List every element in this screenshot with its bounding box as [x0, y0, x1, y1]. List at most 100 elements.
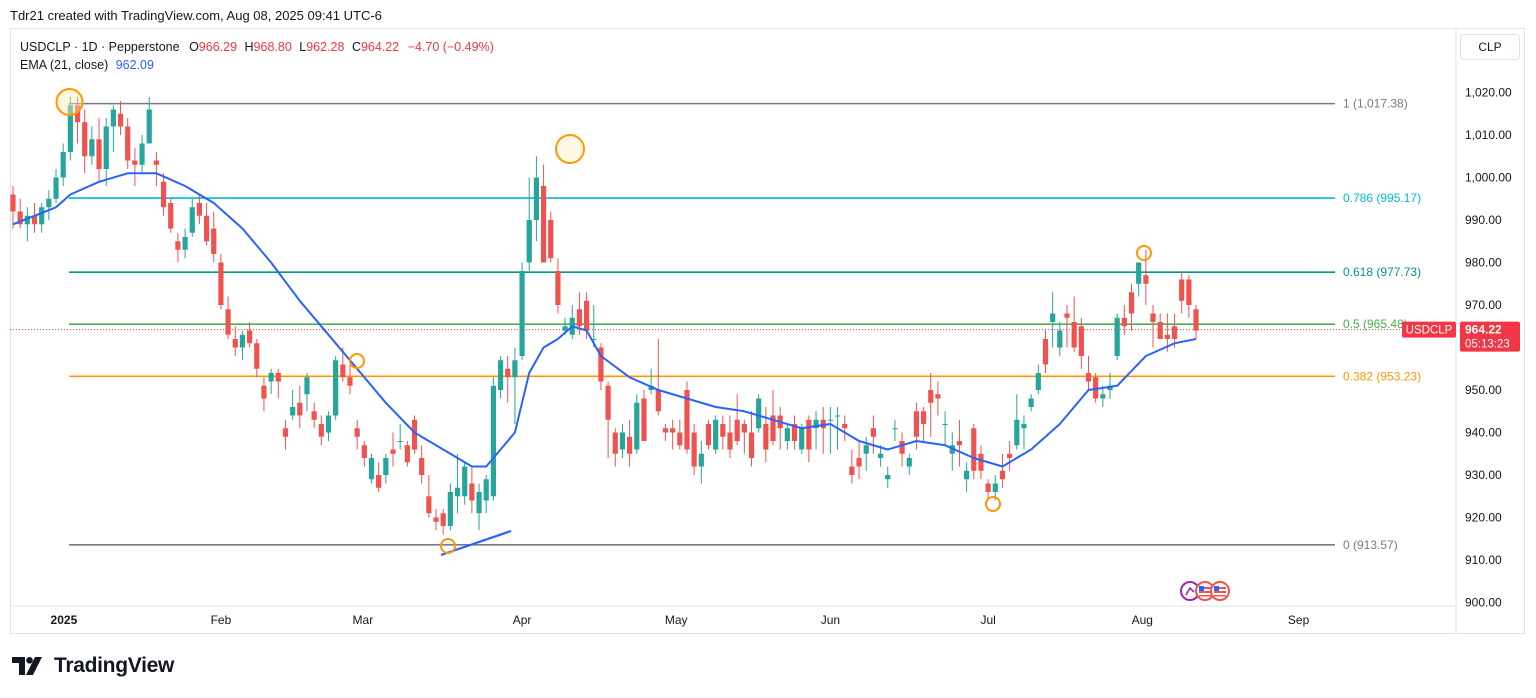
candle[interactable]: [928, 373, 934, 437]
candle[interactable]: [670, 419, 676, 450]
candle[interactable]: [591, 305, 597, 348]
candle[interactable]: [813, 411, 819, 450]
candle[interactable]: [182, 228, 188, 259]
candle[interactable]: [1136, 262, 1142, 297]
candle[interactable]: [196, 194, 203, 225]
candle[interactable]: [110, 105, 116, 152]
candle[interactable]: [619, 424, 626, 458]
legend-row-ema[interactable]: EMA (21, close) 962.09: [20, 56, 494, 74]
candle[interactable]: [433, 509, 439, 531]
candle[interactable]: [1021, 415, 1027, 450]
candle[interactable]: [713, 415, 719, 454]
candle[interactable]: [920, 407, 927, 441]
candle[interactable]: [17, 198, 23, 229]
candle[interactable]: [512, 347, 518, 425]
candle[interactable]: [211, 211, 217, 263]
candle[interactable]: [10, 186, 16, 229]
candle[interactable]: [956, 419, 963, 467]
candle[interactable]: [569, 305, 575, 339]
candle[interactable]: [304, 373, 310, 412]
candle[interactable]: [490, 377, 496, 501]
candle[interactable]: [698, 441, 704, 484]
candle[interactable]: [132, 147, 138, 186]
candle[interactable]: [325, 411, 332, 441]
candle[interactable]: [1078, 317, 1084, 369]
candle[interactable]: [404, 441, 410, 467]
candle[interactable]: [483, 475, 489, 514]
candle[interactable]: [1085, 356, 1092, 390]
candle[interactable]: [1042, 330, 1049, 374]
candle[interactable]: [1179, 271, 1185, 314]
candle[interactable]: [612, 428, 618, 467]
candle[interactable]: [892, 419, 898, 441]
candle[interactable]: [125, 118, 131, 169]
circle-marker[interactable]: [985, 496, 1001, 512]
candle[interactable]: [254, 339, 260, 378]
candle[interactable]: [268, 368, 274, 395]
candle[interactable]: [225, 296, 231, 340]
candle[interactable]: [103, 118, 109, 186]
candle[interactable]: [791, 415, 798, 450]
candle[interactable]: [648, 368, 654, 395]
candle[interactable]: [999, 453, 1006, 488]
candle[interactable]: [555, 258, 561, 314]
candle[interactable]: [763, 407, 769, 463]
candle[interactable]: [978, 445, 984, 480]
candle[interactable]: [447, 483, 453, 531]
candle[interactable]: [411, 415, 418, 454]
candle[interactable]: [748, 411, 755, 467]
candle[interactable]: [203, 203, 210, 246]
candle[interactable]: [1193, 305, 1199, 339]
candle[interactable]: [311, 402, 317, 429]
candle[interactable]: [877, 445, 884, 467]
currency-button[interactable]: CLP: [1460, 34, 1520, 60]
candle[interactable]: [1171, 313, 1178, 348]
candle[interactable]: [290, 390, 296, 420]
candle[interactable]: [734, 394, 740, 446]
chart-frame[interactable]: [10, 28, 1525, 634]
candle[interactable]: [1093, 373, 1099, 403]
candle[interactable]: [89, 126, 95, 165]
candle[interactable]: [641, 390, 647, 441]
candle[interactable]: [842, 415, 848, 442]
circle-marker[interactable]: [440, 538, 456, 554]
candle[interactable]: [756, 394, 762, 433]
candle[interactable]: [598, 343, 604, 390]
candle[interactable]: [139, 135, 145, 174]
candle[interactable]: [634, 394, 640, 454]
candle[interactable]: [232, 326, 238, 356]
candle[interactable]: [318, 415, 324, 446]
candle[interactable]: [497, 356, 504, 399]
candle[interactable]: [720, 415, 726, 450]
candle[interactable]: [1071, 296, 1077, 352]
candle[interactable]: [942, 411, 948, 446]
candle[interactable]: [964, 462, 970, 492]
event-badges[interactable]: [1180, 580, 1232, 607]
candle[interactable]: [1128, 283, 1135, 331]
candle[interactable]: [333, 356, 339, 420]
candle[interactable]: [96, 118, 102, 182]
candle[interactable]: [820, 407, 826, 454]
candle[interactable]: [297, 385, 303, 429]
candle[interactable]: [1035, 364, 1041, 395]
candle[interactable]: [419, 445, 425, 484]
candle[interactable]: [662, 424, 669, 441]
candle[interactable]: [39, 203, 45, 233]
candle[interactable]: [548, 211, 554, 263]
candle[interactable]: [1057, 322, 1063, 356]
candle[interactable]: [985, 479, 991, 501]
candle[interactable]: [261, 377, 267, 412]
candle[interactable]: [469, 466, 475, 514]
candle[interactable]: [1157, 313, 1163, 340]
candle[interactable]: [1064, 305, 1070, 348]
candle[interactable]: [705, 419, 712, 450]
candle[interactable]: [60, 143, 66, 187]
candle[interactable]: [53, 169, 59, 203]
candle[interactable]: [741, 419, 747, 454]
candle[interactable]: [24, 207, 30, 242]
candle[interactable]: [684, 381, 690, 454]
candle[interactable]: [899, 432, 905, 467]
candle[interactable]: [806, 415, 812, 463]
circle-marker[interactable]: [1136, 245, 1152, 261]
